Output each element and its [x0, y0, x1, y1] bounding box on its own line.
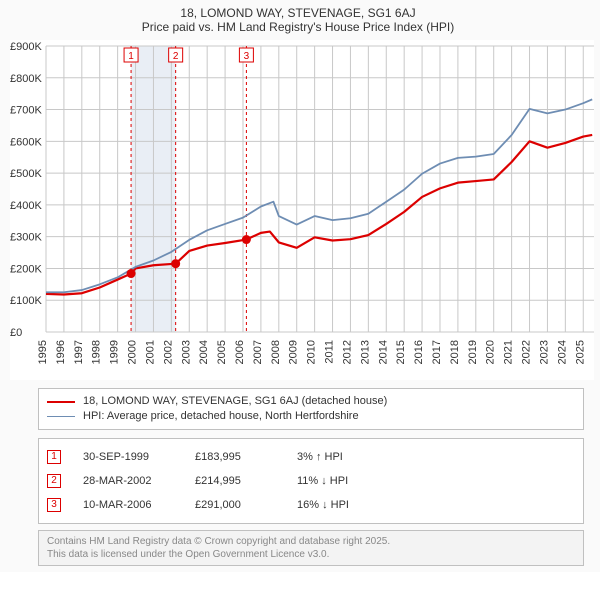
event-marker-box: 1 [47, 450, 61, 464]
x-tick-label: 1998 [91, 340, 103, 364]
event-dot [127, 269, 136, 278]
footer-line: Contains HM Land Registry data © Crown c… [47, 535, 575, 548]
legend-swatch [47, 401, 75, 403]
legend-row: HPI: Average price, detached house, Nort… [47, 409, 575, 424]
x-tick-label: 2002 [162, 340, 174, 364]
legend: 18, LOMOND WAY, STEVENAGE, SG1 6AJ (deta… [38, 388, 584, 430]
event-price: £183,995 [195, 445, 275, 469]
title-block: 18, LOMOND WAY, STEVENAGE, SG1 6AJ Price… [2, 6, 594, 34]
event-dot [242, 235, 251, 244]
event-marker-num: 2 [173, 51, 179, 62]
event-date: 28-MAR-2002 [83, 469, 173, 493]
x-tick-label: 2003 [180, 340, 192, 364]
x-tick-label: 2004 [198, 340, 210, 364]
event-row: 3 10-MAR-2006 £291,000 16% ↓ HPI [47, 493, 575, 517]
event-diff: 11% ↓ HPI [297, 469, 348, 493]
event-row: 1 30-SEP-1999 £183,995 3% ↑ HPI [47, 445, 575, 469]
series-hpi [46, 99, 592, 292]
x-tick-label: 2000 [127, 340, 139, 364]
event-date: 30-SEP-1999 [83, 445, 173, 469]
footer-attribution: Contains HM Land Registry data © Crown c… [38, 530, 584, 566]
x-tick-label: 2014 [377, 340, 389, 364]
x-tick-label: 1999 [109, 340, 121, 364]
event-row: 2 28-MAR-2002 £214,995 11% ↓ HPI [47, 469, 575, 493]
events-table: 1 30-SEP-1999 £183,995 3% ↑ HPI 2 28-MAR-2002… [38, 438, 584, 524]
legend-swatch [47, 416, 75, 417]
y-tick-label: £700K [10, 105, 42, 117]
y-tick-label: £800K [10, 73, 42, 85]
x-tick-label: 2025 [574, 340, 586, 364]
title-sub: Price paid vs. HM Land Registry's House … [2, 20, 594, 34]
y-tick-label: £400K [10, 200, 42, 212]
y-tick-label: £100K [10, 295, 42, 307]
title-main: 18, LOMOND WAY, STEVENAGE, SG1 6AJ [2, 6, 594, 20]
x-tick-label: 2008 [270, 340, 282, 364]
x-tick-label: 2015 [395, 340, 407, 364]
event-marker-box: 2 [47, 474, 61, 488]
x-tick-label: 2001 [144, 340, 156, 364]
y-tick-label: £0 [10, 327, 22, 339]
x-tick-label: 2023 [538, 340, 550, 364]
event-marker-num: 3 [244, 51, 250, 62]
y-tick-label: £600K [10, 136, 42, 148]
legend-row: 18, LOMOND WAY, STEVENAGE, SG1 6AJ (deta… [47, 394, 575, 409]
chart-area: £0 £100K £200K £300K £400K £500K £600K £700K £80… [10, 40, 594, 380]
x-tick-label: 1996 [55, 340, 67, 364]
y-tick-label: £200K [10, 263, 42, 275]
event-price: £291,000 [195, 493, 275, 517]
event-dot [171, 259, 180, 268]
x-tick-label: 2018 [449, 340, 461, 364]
event-diff: 3% ↑ HPI [297, 445, 343, 469]
x-tick-label: 2021 [503, 340, 515, 364]
chart-container: 18, LOMOND WAY, STEVENAGE, SG1 6AJ Price… [0, 0, 600, 572]
x-tick-label: 2024 [556, 340, 568, 364]
event-price: £214,995 [195, 469, 275, 493]
event-diff: 16% ↓ HPI [297, 493, 349, 517]
event-marker-box: 3 [47, 498, 61, 512]
x-tick-label: 2022 [521, 340, 533, 364]
x-tick-label: 1995 [37, 340, 49, 364]
x-tick-label: 2020 [485, 340, 497, 364]
x-tick-label: 2016 [413, 340, 425, 364]
legend-label: HPI: Average price, detached house, Nort… [83, 409, 359, 424]
event-marker-num: 1 [128, 51, 134, 62]
x-tick-label: 2005 [216, 340, 228, 364]
x-tick-label: 2012 [341, 340, 353, 364]
x-tick-label: 2010 [306, 340, 318, 364]
line-chart: £0 £100K £200K £300K £400K £500K £600K £700K £80… [10, 40, 596, 380]
x-tick-label: 2017 [431, 340, 443, 364]
legend-label: 18, LOMOND WAY, STEVENAGE, SG1 6AJ (deta… [83, 394, 387, 409]
x-tick-label: 1997 [73, 340, 85, 364]
x-tick-label: 2011 [324, 340, 336, 364]
x-tick-label: 2006 [234, 340, 246, 364]
x-tick-label: 2019 [467, 340, 479, 364]
event-date: 10-MAR-2006 [83, 493, 173, 517]
y-tick-label: £900K [10, 41, 42, 53]
y-tick-label: £500K [10, 168, 42, 180]
x-tick-label: 2009 [288, 340, 300, 364]
footer-line: This data is licensed under the Open Gov… [47, 548, 575, 561]
y-tick-label: £300K [10, 232, 42, 244]
x-tick-label: 2007 [252, 340, 264, 364]
x-tick-label: 2013 [359, 340, 371, 364]
